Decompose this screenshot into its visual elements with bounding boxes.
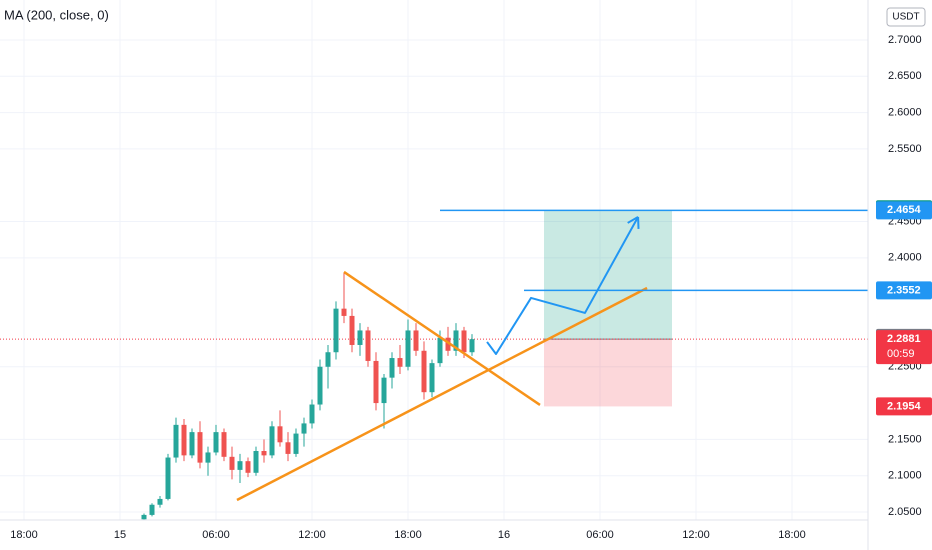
- candle-body: [293, 433, 299, 454]
- arrow-head: [627, 216, 640, 229]
- candle-body: [253, 451, 259, 473]
- grid: [0, 0, 868, 520]
- x-tick-label: 18:00: [10, 529, 38, 541]
- candle-body: [317, 366, 323, 405]
- candle-body: [221, 432, 227, 457]
- y-tick-label: 2.6000: [888, 106, 922, 118]
- candle-body: [237, 461, 243, 470]
- y-tick-label: 2.6500: [888, 70, 922, 82]
- candle-body: [325, 352, 331, 367]
- trend-line: [343, 270, 541, 406]
- candle-body: [381, 377, 387, 404]
- y-tick-label: 2.0500: [888, 506, 922, 518]
- candle-body: [373, 360, 379, 404]
- candle-body: [389, 358, 395, 378]
- candle-body: [461, 330, 467, 353]
- currency-label[interactable]: USDT: [892, 12, 919, 23]
- axes: 2.70002.65002.60002.55002.45002.40002.25…: [10, 34, 932, 541]
- price-badge: [876, 330, 932, 365]
- trend-line: [236, 286, 648, 502]
- candle-body: [157, 498, 163, 505]
- candle-body: [213, 432, 219, 453]
- target-zone: [544, 210, 672, 340]
- price-badge: [876, 281, 932, 300]
- candle-body: [469, 339, 475, 353]
- candle-body: [285, 442, 291, 454]
- price-badge-label: 2.2881: [887, 333, 921, 345]
- candle-body: [333, 308, 339, 353]
- x-tick-label: 06:00: [586, 529, 614, 541]
- x-tick-label: 18:00: [394, 529, 422, 541]
- candle-body: [205, 452, 211, 463]
- price-badge-label: 2.1954: [887, 400, 922, 412]
- candle-body: [413, 330, 419, 351]
- plot-area: [0, 209, 868, 520]
- y-tick-label: 2.1000: [888, 470, 922, 482]
- candle-body: [357, 330, 363, 345]
- candle-body: [173, 424, 179, 458]
- candle-body: [437, 337, 443, 364]
- price-badge-label: 2.4654: [887, 204, 922, 216]
- candle-body: [341, 308, 347, 316]
- candle-body: [421, 350, 427, 393]
- stop-zone: [544, 339, 672, 407]
- candle-body: [269, 426, 275, 456]
- y-tick-label: 2.4000: [888, 252, 922, 264]
- countdown-label: 00:59: [887, 348, 915, 360]
- candle-body: [141, 514, 147, 520]
- candle-body: [181, 424, 187, 456]
- candle-body: [397, 358, 403, 367]
- candle-body: [277, 426, 283, 443]
- x-tick-label: 12:00: [298, 529, 326, 541]
- candle-body: [309, 404, 315, 424]
- candle-body: [149, 504, 155, 515]
- candle-body: [189, 432, 195, 456]
- x-tick-label: 12:00: [682, 529, 710, 541]
- x-tick-label: 16: [498, 529, 510, 541]
- price-badge: [876, 397, 932, 416]
- y-tick-label: 2.7000: [888, 34, 922, 46]
- candle-body: [405, 330, 411, 367]
- x-tick-label: 18:00: [778, 529, 806, 541]
- x-tick-label: 06:00: [202, 529, 230, 541]
- candle-body: [165, 457, 171, 499]
- projection-arrow: [486, 216, 639, 355]
- y-tick-label: 2.1500: [888, 433, 922, 445]
- candle-body: [445, 337, 451, 351]
- candle-body: [349, 315, 355, 345]
- candle-body: [229, 456, 235, 470]
- price-badge-label: 2.3552: [887, 284, 921, 296]
- y-tick-label: 2.5500: [888, 143, 922, 155]
- candle-body: [197, 432, 203, 463]
- candle-body: [301, 423, 307, 434]
- price-badge: [876, 201, 932, 220]
- indicator-label: MA (200, close, 0): [4, 7, 109, 22]
- candle-body: [261, 451, 267, 456]
- candle-body: [429, 363, 435, 393]
- candle-body: [365, 330, 371, 361]
- currency-box[interactable]: [886, 7, 926, 27]
- candle-body: [453, 330, 459, 351]
- candle-body: [245, 461, 251, 473]
- x-tick-label: 15: [114, 529, 126, 541]
